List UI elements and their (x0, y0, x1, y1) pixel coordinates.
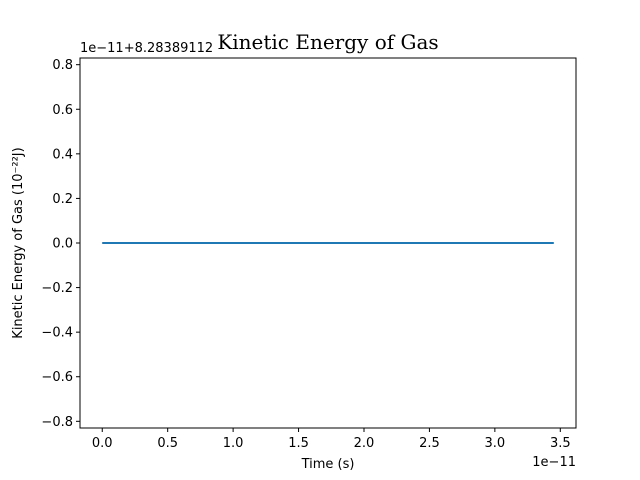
x-axis-label: Time (s) (301, 457, 355, 472)
x-tick-label: 1.0 (223, 436, 244, 451)
y-tick-label: 0.0 (52, 237, 73, 252)
y-tick-label: 0.2 (52, 192, 73, 207)
x-tick-label: 0.0 (92, 436, 113, 451)
y-axis-label: Kinetic Energy of Gas (10⁻²²J) (11, 147, 26, 338)
x-tick-label: 2.5 (419, 436, 440, 451)
y-tick-label: −0.8 (41, 415, 73, 430)
x-offset-label: 1e−11 (532, 455, 576, 470)
y-axis: −0.8 −0.6 −0.4 −0.2 0.0 0.2 0.4 0.6 0.8 (41, 58, 80, 430)
y-tick-label: 0.4 (52, 147, 73, 162)
chart-title: Kinetic Energy of Gas (217, 30, 438, 54)
x-tick-label: 1.5 (288, 436, 309, 451)
y-tick-label: −0.2 (41, 281, 73, 296)
x-axis: 0.0 0.5 1.0 1.5 2.0 2.5 3.0 3.5 (92, 428, 571, 451)
y-tick-label: −0.4 (41, 326, 73, 341)
x-tick-label: 0.5 (157, 436, 178, 451)
y-offset-label: 1e−11+8.28389112 (80, 41, 213, 56)
x-tick-label: 3.5 (550, 436, 571, 451)
x-tick-label: 3.0 (485, 436, 506, 451)
x-tick-label: 2.0 (354, 436, 375, 451)
y-tick-label: 0.8 (52, 58, 73, 73)
y-tick-label: 0.6 (52, 103, 73, 118)
y-tick-label: −0.6 (41, 370, 73, 385)
